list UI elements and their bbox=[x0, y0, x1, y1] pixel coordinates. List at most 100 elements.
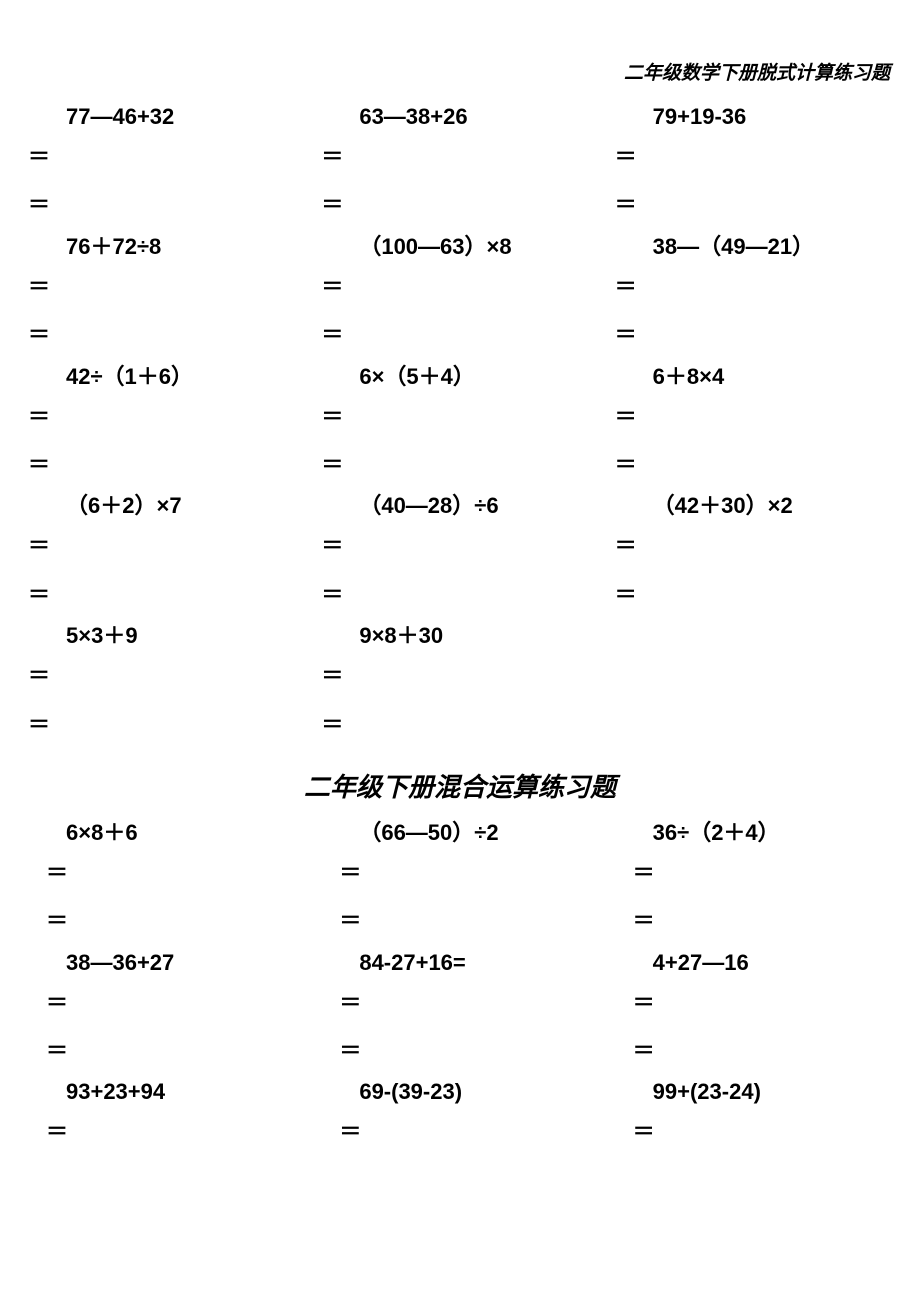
equals-line: ＝ bbox=[611, 1027, 896, 1075]
problem-row: 38—36+27＝＝84-27+16=＝＝4+27—16＝＝ bbox=[20, 946, 900, 1076]
math-expression: 63—38+26 bbox=[317, 100, 602, 133]
equals-line: ＝ bbox=[317, 571, 602, 619]
equals-line: ＝ bbox=[24, 393, 309, 441]
equals-line: ＝ bbox=[611, 393, 896, 441]
math-expression: 69-(39-23) bbox=[317, 1075, 602, 1108]
problem-row: 5×3＋9＝＝9×8＋30＝＝ bbox=[20, 619, 900, 749]
math-expression: 76＋72÷8 bbox=[24, 230, 309, 263]
math-expression: （100—63）×8 bbox=[317, 230, 602, 263]
problem-cell: 6×（5＋4）＝＝ bbox=[313, 360, 606, 490]
equals-line: ＝ bbox=[317, 979, 602, 1027]
problem-cell: 93+23+94＝ bbox=[20, 1075, 313, 1156]
equals-line: ＝ bbox=[611, 1108, 896, 1156]
equals-line: ＝ bbox=[24, 571, 309, 619]
math-expression: （40—28）÷6 bbox=[317, 489, 602, 522]
math-expression: 38—（49—21） bbox=[611, 230, 896, 263]
problem-row: 93+23+94＝69-(39-23)＝99+(23-24)＝ bbox=[20, 1075, 900, 1156]
equals-line: ＝ bbox=[24, 441, 309, 489]
problem-cell: 42÷（1＋6）＝＝ bbox=[20, 360, 313, 490]
page-header: 二年级数学下册脱式计算练习题 bbox=[624, 58, 890, 85]
equals-line: ＝ bbox=[317, 652, 602, 700]
equals-line: ＝ bbox=[611, 522, 896, 570]
equals-line: ＝ bbox=[611, 133, 896, 181]
section-title: 二年级下册混合运算练习题 bbox=[20, 767, 900, 804]
math-expression: 93+23+94 bbox=[24, 1075, 309, 1108]
equals-line: ＝ bbox=[24, 1027, 309, 1075]
math-expression: 79+19-36 bbox=[611, 100, 896, 133]
problem-cell: 38—36+27＝＝ bbox=[20, 946, 313, 1076]
problem-row: 77—46+32＝＝63—38+26＝＝79+19-36＝＝ bbox=[20, 100, 900, 230]
math-expression: 42÷（1＋6） bbox=[24, 360, 309, 393]
problem-cell: 4+27—16＝＝ bbox=[607, 946, 900, 1076]
problem-cell bbox=[607, 619, 900, 749]
math-expression: （42＋30）×2 bbox=[611, 489, 896, 522]
problem-cell: 9×8＋30＝＝ bbox=[313, 619, 606, 749]
equals-line: ＝ bbox=[611, 263, 896, 311]
math-expression: （6＋2）×7 bbox=[24, 489, 309, 522]
problem-cell: 6×8＋6＝＝ bbox=[20, 816, 313, 946]
equals-line: ＝ bbox=[317, 441, 602, 489]
worksheet-content: 77—46+32＝＝63—38+26＝＝79+19-36＝＝76＋72÷8＝＝（… bbox=[20, 100, 900, 1157]
equals-line: ＝ bbox=[317, 263, 602, 311]
equals-line: ＝ bbox=[611, 571, 896, 619]
equals-line: ＝ bbox=[24, 181, 309, 229]
equals-line: ＝ bbox=[24, 701, 309, 749]
equals-line: ＝ bbox=[24, 263, 309, 311]
equals-line: ＝ bbox=[24, 311, 309, 359]
equals-line: ＝ bbox=[611, 979, 896, 1027]
problem-row: （6＋2）×7＝＝（40—28）÷6＝＝（42＋30）×2＝＝ bbox=[20, 489, 900, 619]
blank-line bbox=[611, 619, 896, 667]
section-2: 6×8＋6＝＝（66—50）÷2＝＝36÷（2＋4）＝＝38—36+27＝＝84… bbox=[20, 816, 900, 1157]
problem-cell: 38—（49—21）＝＝ bbox=[607, 230, 900, 360]
equals-line: ＝ bbox=[24, 897, 309, 945]
problem-cell: （40—28）÷6＝＝ bbox=[313, 489, 606, 619]
equals-line: ＝ bbox=[317, 701, 602, 749]
problem-cell: （42＋30）×2＝＝ bbox=[607, 489, 900, 619]
equals-line: ＝ bbox=[317, 1108, 602, 1156]
equals-line: ＝ bbox=[24, 979, 309, 1027]
section-1: 77—46+32＝＝63—38+26＝＝79+19-36＝＝76＋72÷8＝＝（… bbox=[20, 100, 900, 749]
problem-row: 42÷（1＋6）＝＝6×（5＋4）＝＝6＋8×4＝＝ bbox=[20, 360, 900, 490]
problem-cell: （100—63）×8＝＝ bbox=[313, 230, 606, 360]
equals-line: ＝ bbox=[24, 1108, 309, 1156]
equals-line: ＝ bbox=[611, 311, 896, 359]
equals-line: ＝ bbox=[24, 652, 309, 700]
equals-line: ＝ bbox=[611, 849, 896, 897]
math-expression: 84-27+16= bbox=[317, 946, 602, 979]
math-expression: （66—50）÷2 bbox=[317, 816, 602, 849]
problem-cell: 36÷（2＋4）＝＝ bbox=[607, 816, 900, 946]
problem-cell: 79+19-36＝＝ bbox=[607, 100, 900, 230]
problem-cell: （6＋2）×7＝＝ bbox=[20, 489, 313, 619]
equals-line: ＝ bbox=[611, 181, 896, 229]
equals-line: ＝ bbox=[317, 897, 602, 945]
problem-cell: （66—50）÷2＝＝ bbox=[313, 816, 606, 946]
problem-cell: 5×3＋9＝＝ bbox=[20, 619, 313, 749]
problem-cell: 6＋8×4＝＝ bbox=[607, 360, 900, 490]
problem-cell: 63—38+26＝＝ bbox=[313, 100, 606, 230]
problem-row: 76＋72÷8＝＝（100—63）×8＝＝38—（49—21）＝＝ bbox=[20, 230, 900, 360]
math-expression: 6＋8×4 bbox=[611, 360, 896, 393]
math-expression: 36÷（2＋4） bbox=[611, 816, 896, 849]
equals-line: ＝ bbox=[24, 522, 309, 570]
equals-line: ＝ bbox=[317, 393, 602, 441]
math-expression: 4+27—16 bbox=[611, 946, 896, 979]
problem-cell: 99+(23-24)＝ bbox=[607, 1075, 900, 1156]
equals-line: ＝ bbox=[317, 181, 602, 229]
problem-cell: 84-27+16=＝＝ bbox=[313, 946, 606, 1076]
math-expression: 99+(23-24) bbox=[611, 1075, 896, 1108]
equals-line: ＝ bbox=[24, 133, 309, 181]
math-expression: 9×8＋30 bbox=[317, 619, 602, 652]
blank-line bbox=[611, 668, 896, 716]
problem-cell: 77—46+32＝＝ bbox=[20, 100, 313, 230]
equals-line: ＝ bbox=[611, 897, 896, 945]
math-expression: 77—46+32 bbox=[24, 100, 309, 133]
math-expression: 38—36+27 bbox=[24, 946, 309, 979]
equals-line: ＝ bbox=[317, 849, 602, 897]
equals-line: ＝ bbox=[317, 522, 602, 570]
problem-row: 6×8＋6＝＝（66—50）÷2＝＝36÷（2＋4）＝＝ bbox=[20, 816, 900, 946]
equals-line: ＝ bbox=[317, 133, 602, 181]
problem-cell: 69-(39-23)＝ bbox=[313, 1075, 606, 1156]
equals-line: ＝ bbox=[317, 311, 602, 359]
equals-line: ＝ bbox=[24, 849, 309, 897]
math-expression: 6×8＋6 bbox=[24, 816, 309, 849]
